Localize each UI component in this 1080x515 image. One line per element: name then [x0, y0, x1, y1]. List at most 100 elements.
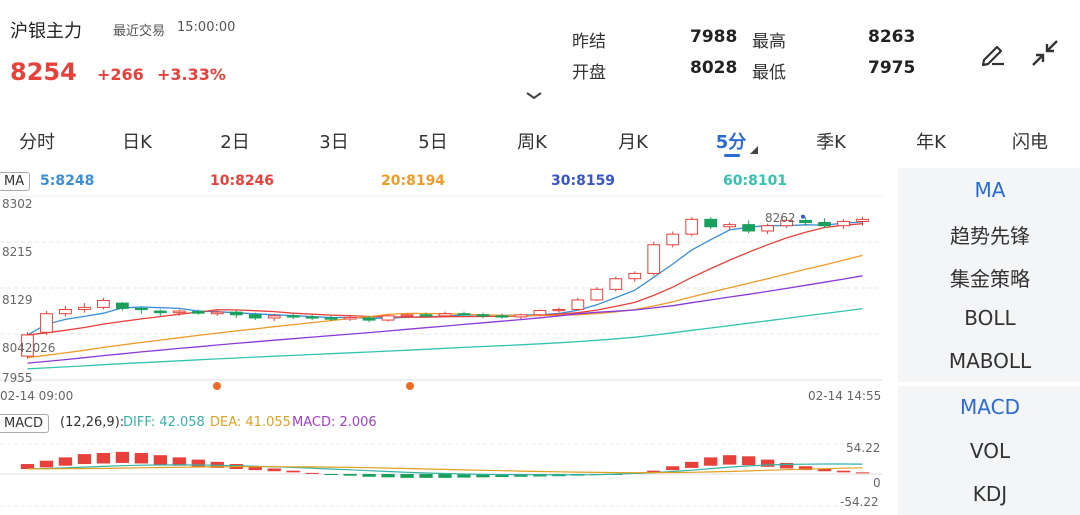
collapse-icon[interactable] [1030, 38, 1060, 68]
sidebar-item-vol[interactable]: VOL [969, 439, 1011, 463]
candle-body [286, 315, 300, 318]
candle-body [362, 317, 376, 321]
macd-indicator-button[interactable]: MACD [0, 414, 49, 433]
stat-label-prev-settle: 昨结 [572, 32, 606, 52]
candle-body [21, 334, 34, 357]
chevron-down-icon[interactable] [524, 90, 544, 102]
candle-body [476, 314, 490, 317]
candle-body [400, 314, 414, 317]
candle-body [305, 316, 319, 319]
macd-value: MACD: 2.006 [292, 415, 377, 430]
candle-body [172, 310, 186, 314]
candle-body [134, 307, 148, 311]
price-tick-2: 8215 [2, 245, 33, 259]
macd-bar [400, 474, 414, 478]
macd-bar [704, 457, 718, 466]
sidebar-item-trend[interactable]: 趋势先锋 [950, 224, 1030, 248]
candle-body [856, 218, 869, 222]
tab-intraday[interactable]: 分时 [19, 132, 55, 153]
candle-body [495, 315, 509, 318]
macd-tick-bottom: -54.22 [840, 495, 879, 509]
macd-tick-top: 54.22 [846, 441, 881, 455]
macd-bar [96, 452, 111, 464]
ma10-value: 10:8246 [210, 173, 275, 189]
sidebar-item-maboll[interactable]: MABOLL [948, 349, 1032, 373]
candle-body [153, 310, 167, 314]
macd-bar [647, 470, 661, 473]
stat-value-open: 8028 [690, 58, 738, 78]
tab-week-k[interactable]: 周K [517, 132, 547, 153]
tab-year-k[interactable]: 年K [916, 132, 946, 153]
macd-bar [457, 474, 471, 478]
macd-bar [817, 468, 832, 472]
macd-bar [381, 474, 395, 478]
sidebar-item-boll[interactable]: BOLL [964, 306, 1016, 330]
price-change-pct: +3.33% [157, 65, 226, 84]
active-tab-underline [724, 154, 740, 157]
tab-dropdown-icon[interactable] [750, 146, 758, 154]
macd-dea: DEA: 41.055 [210, 415, 291, 430]
price-tick-3: 8129 [2, 293, 33, 307]
candle-body [457, 313, 471, 316]
candle-body [590, 288, 604, 301]
candle-body [210, 311, 224, 315]
time-axis-end: 02-14 14:55 [808, 389, 882, 403]
ma30-line [27, 275, 863, 364]
candle-body [115, 302, 129, 309]
candle-body [229, 311, 243, 316]
candle-body [59, 308, 72, 315]
draw-pen-icon[interactable] [978, 38, 1008, 68]
candle-body [628, 272, 642, 280]
macd-diff: DIFF: 42.058 [123, 415, 205, 430]
symbol-name: 沪银主力 [10, 21, 82, 42]
macd-chart[interactable] [0, 436, 890, 514]
tab-month-k[interactable]: 月K [618, 132, 648, 153]
stat-label-low: 最低 [752, 63, 786, 83]
ma5-value: 5:8248 [40, 173, 95, 189]
event-marker [406, 382, 414, 390]
macd-bar [153, 455, 167, 465]
sidebar-item-fund-strategy[interactable]: 集金策略 [950, 267, 1030, 291]
macd-bar [685, 461, 699, 468]
candlestick-chart[interactable] [0, 190, 890, 390]
tab-3-day[interactable]: 3日 [319, 132, 349, 153]
candle-body [609, 278, 623, 290]
candle-body [343, 316, 357, 320]
macd-bar [172, 457, 186, 466]
candle-body [723, 224, 737, 228]
macd-dea-line [27, 466, 863, 474]
candle-body [514, 314, 528, 318]
tab-flash[interactable]: 闪电 [1012, 132, 1048, 153]
macd-bar [419, 474, 433, 478]
ma10-line [27, 223, 863, 336]
candle-body [685, 218, 699, 235]
candle-body [742, 224, 756, 232]
stat-label-open: 开盘 [572, 63, 606, 83]
trade-status: 最近交易 [113, 24, 166, 39]
macd-bar [836, 470, 851, 473]
sidebar-item-macd[interactable]: MACD [960, 395, 1020, 419]
macd-bar [20, 464, 35, 470]
candle-body [419, 314, 433, 317]
macd-diff-line [27, 463, 863, 476]
candle-body [647, 244, 661, 274]
tab-5-day[interactable]: 5日 [418, 132, 448, 153]
ma-indicator-button[interactable]: MA [0, 172, 31, 191]
macd-bar [134, 452, 148, 464]
candle-body [666, 233, 680, 246]
macd-params: (12,26,9): [60, 415, 125, 430]
macd-bar [286, 470, 300, 473]
tab-5-minute[interactable]: 5分 [715, 132, 747, 153]
tab-2-day[interactable]: 2日 [220, 132, 250, 153]
low-marker-label: 8042026 [2, 341, 56, 355]
sidebar-item-kdj[interactable]: KDJ [972, 482, 1008, 506]
tab-day-k[interactable]: 日K [122, 132, 152, 153]
candle-body [78, 306, 91, 310]
macd-bar [267, 468, 281, 472]
tab-quarter-k[interactable]: 季K [816, 132, 846, 153]
macd-bar [798, 466, 813, 471]
sidebar-item-ma[interactable]: MA [974, 178, 1006, 202]
macd-bar [305, 472, 319, 474]
candle-body [248, 314, 262, 319]
last-price: 8254 [10, 58, 77, 86]
